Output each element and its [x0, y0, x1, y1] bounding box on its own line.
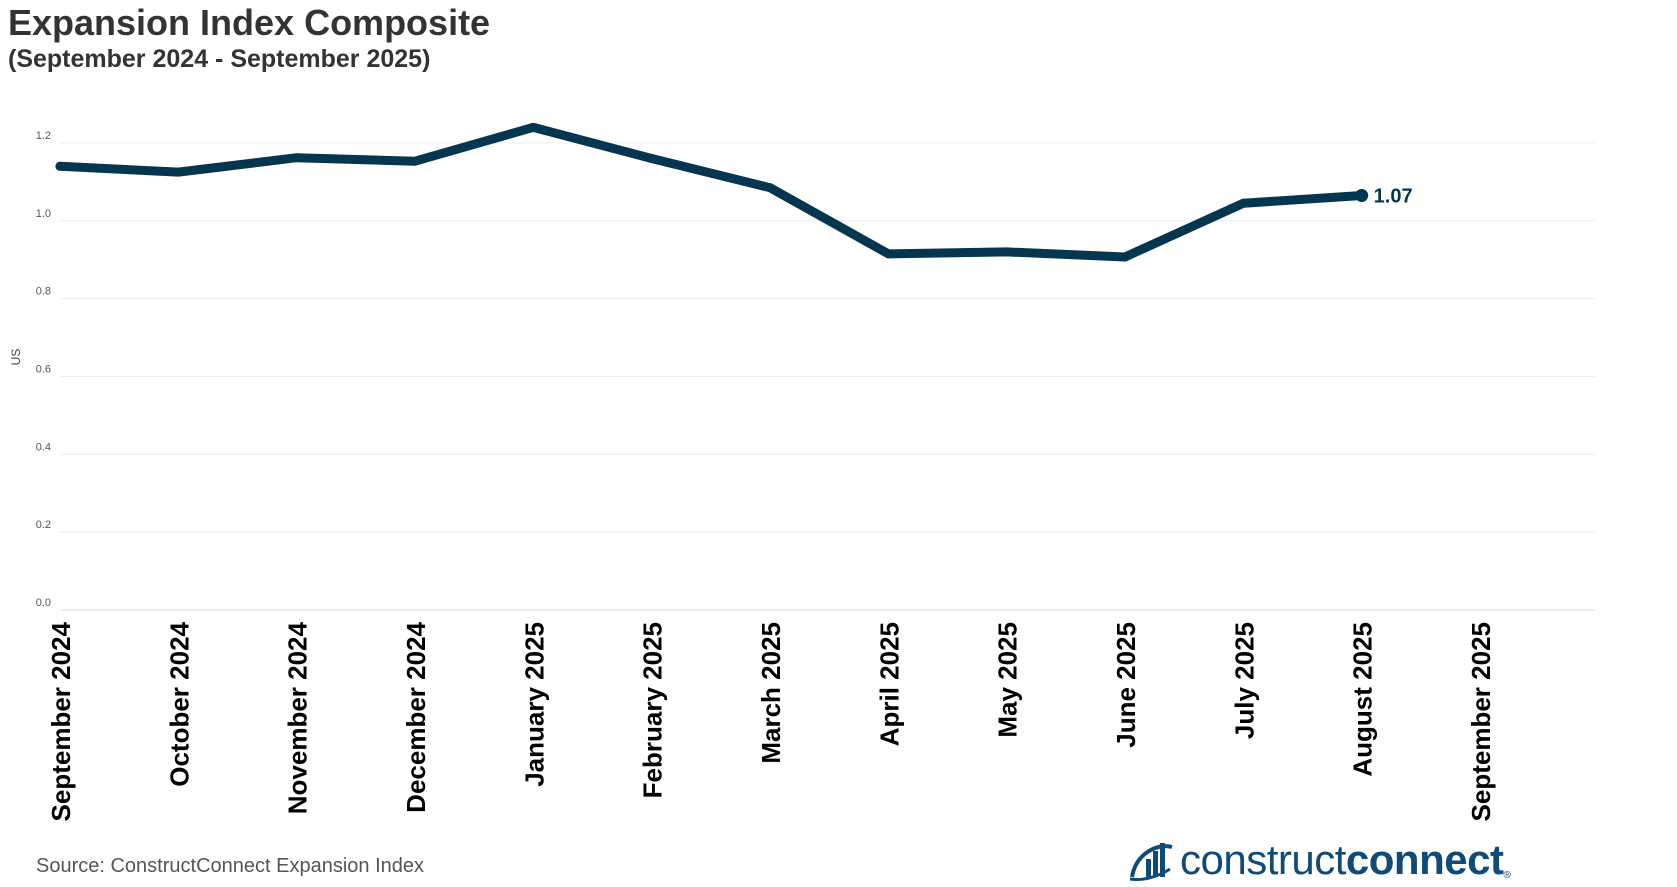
x-tick-label: June 2025 [1111, 622, 1141, 748]
data-point [292, 153, 302, 163]
data-point [55, 161, 65, 171]
bar-chart-swoosh-icon [1129, 843, 1173, 881]
y-tick-label: 0.8 [36, 286, 51, 298]
data-point [1238, 198, 1248, 208]
brand-logo: constructconnect® [1128, 834, 1511, 886]
x-tick-label: December 2024 [401, 621, 431, 812]
chart-subtitle: (September 2024 - September 2025) [8, 45, 431, 73]
y-tick-label: 0.0 [36, 597, 51, 609]
x-tick-label: August 2025 [1348, 622, 1378, 777]
y-axis-label: US [9, 349, 23, 366]
data-point [647, 153, 657, 163]
source-note: Source: ConstructConnect Expansion Index [36, 855, 424, 877]
x-tick-label: April 2025 [874, 622, 904, 746]
series-points [55, 122, 1369, 262]
x-tick-label: May 2025 [993, 622, 1023, 738]
x-tick-label: September 2025 [1466, 622, 1496, 821]
y-tick-label: 0.2 [36, 519, 51, 531]
data-point [883, 249, 893, 259]
x-tick-label: March 2025 [756, 622, 786, 764]
y-tick-label: 0.4 [36, 441, 51, 453]
end-point-marker [1355, 188, 1369, 202]
data-point [1120, 252, 1130, 262]
x-tick-label: January 2025 [519, 622, 549, 787]
logo-text-bold: connect [1345, 836, 1504, 883]
y-tick-label: 1.2 [36, 130, 51, 142]
x-tick-label: September 2024 [46, 621, 76, 821]
chart-title: Expansion Index Composite [8, 2, 491, 43]
x-tick-label: October 2024 [164, 621, 194, 786]
end-value-label: 1.07 [1374, 185, 1413, 207]
logo-wordmark: constructconnect® [1180, 836, 1511, 883]
data-point [528, 122, 538, 132]
gridlines [60, 142, 1595, 611]
y-tick-label: 1.0 [36, 208, 51, 220]
x-tick-label: February 2025 [638, 622, 668, 798]
x-tick-label: November 2024 [283, 621, 313, 814]
data-point [410, 156, 420, 166]
x-tick-label: July 2025 [1229, 622, 1259, 739]
data-point [765, 183, 775, 193]
x-axis-ticks: September 2024 October 2024 November 2024 D… [46, 621, 1496, 821]
series-line [55, 122, 1367, 262]
logo-registered-mark: ® [1503, 870, 1511, 881]
logo-text-regular: construct [1180, 836, 1346, 883]
y-tick-label: 0.6 [36, 363, 51, 375]
y-axis-ticks: 0.0 0.2 0.4 0.6 0.8 1.0 1.2 [36, 130, 51, 609]
data-point [1002, 247, 1012, 257]
data-point [173, 167, 183, 177]
series-lines [55, 122, 1367, 262]
